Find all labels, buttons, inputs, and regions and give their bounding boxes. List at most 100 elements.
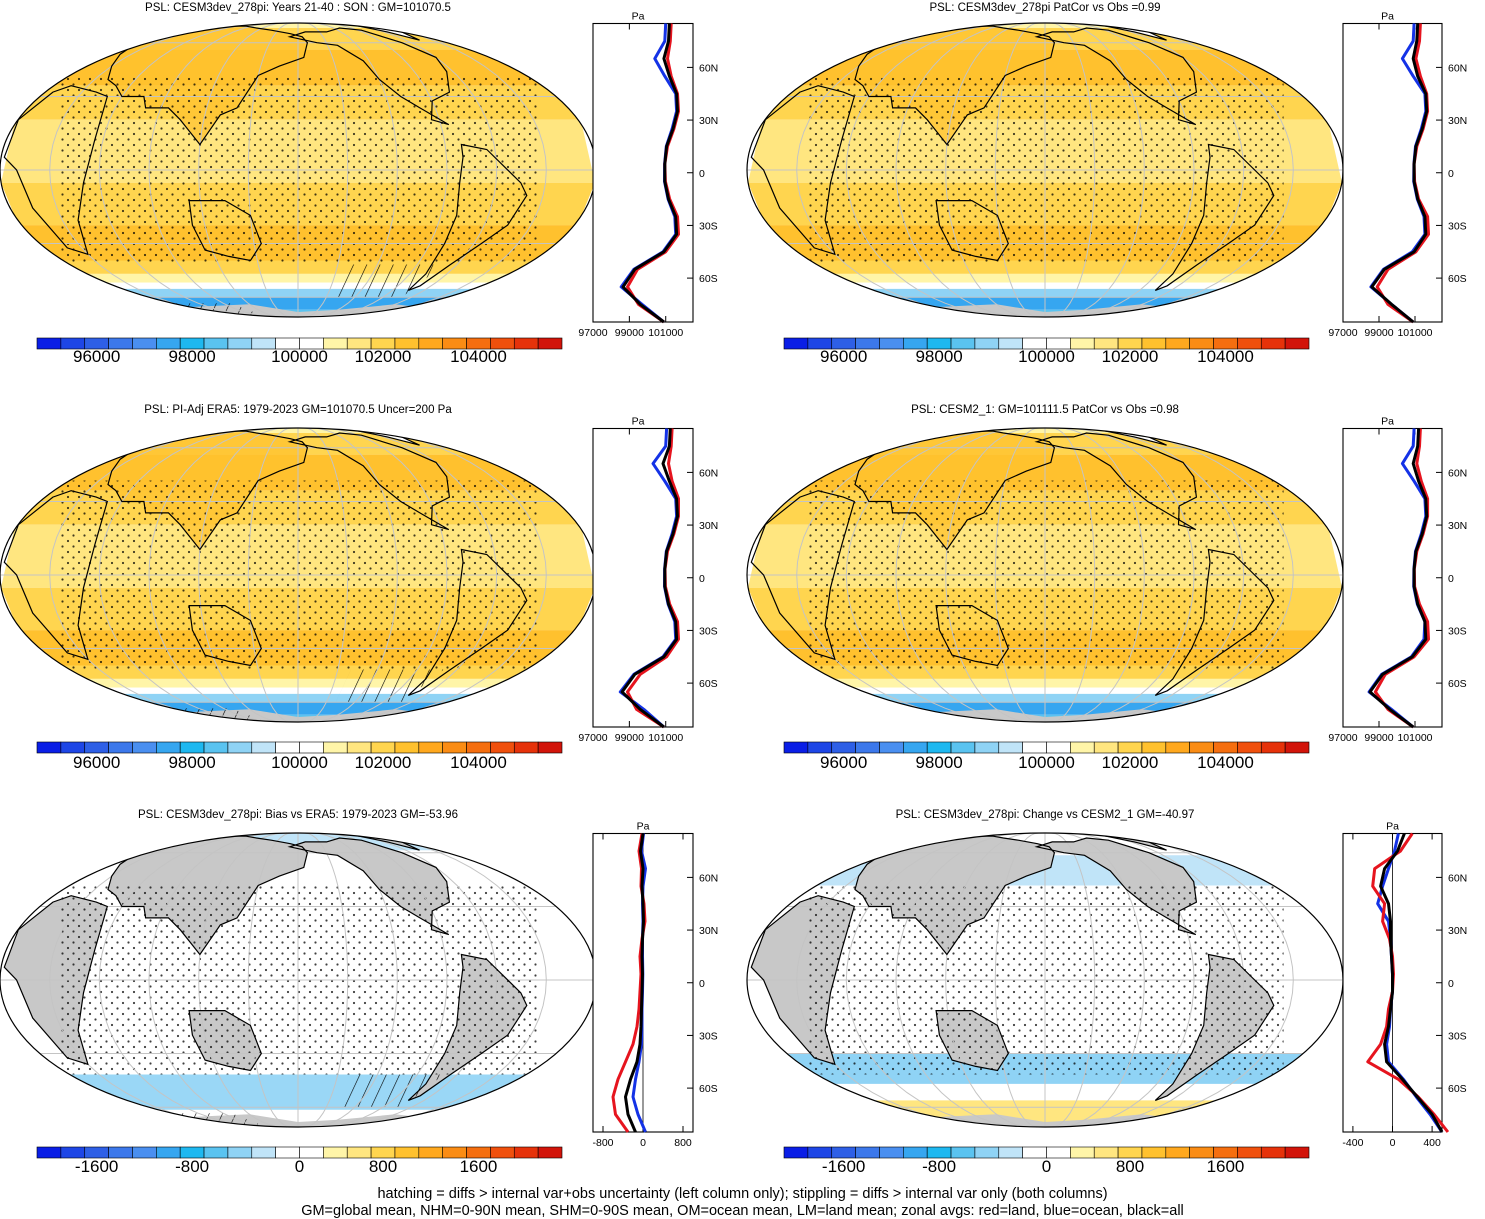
zonal-plot-5: Pa 60N 30N 0 30S 60S -400 0 400: [1342, 821, 1467, 1150]
colorbar-label: 100000: [1018, 347, 1075, 366]
colorbar-swatch: [299, 741, 324, 754]
colorbar-swatch: [1046, 741, 1071, 754]
colorbar-swatch: [879, 741, 904, 754]
namerica-coastline: [1034, 432, 1198, 531]
longitude-gridline: [148, 23, 280, 317]
longitude-gridline: [1069, 833, 1245, 1127]
zonal-frame: [1342, 22, 1443, 323]
colorbar-label: 98000: [915, 753, 962, 772]
colorbar-swatch: [466, 741, 491, 754]
colorbar-swatch: [418, 337, 443, 350]
colorbar-swatch: [1260, 1146, 1286, 1159]
value-label: 99000: [615, 327, 644, 339]
longitude-gridline: [49, 428, 267, 722]
value-label: 99000: [1364, 732, 1393, 744]
colorbar-label: -800: [922, 1157, 956, 1176]
longitude-gridline: [994, 428, 1039, 722]
zonal-unit: Pa: [1381, 416, 1394, 428]
longitude-gridline: [796, 833, 1014, 1127]
longitude-gridline: [148, 833, 280, 1127]
colorbar-swatch: [370, 741, 396, 754]
colorbar-swatch: [513, 741, 539, 754]
namerica-coastline: [287, 837, 451, 936]
colorbar-swatch: [1260, 741, 1286, 754]
lat-label: 0: [1448, 978, 1454, 990]
lat-label: 60N: [1448, 467, 1467, 479]
zonal-unit: Pa: [1381, 11, 1394, 23]
map-5: [747, 833, 1343, 1127]
colorbar-swatch: [1165, 1146, 1190, 1159]
colorbar-swatch: [203, 741, 229, 754]
longitude-gridline: [247, 428, 292, 722]
colorbar-swatch: [442, 741, 467, 754]
colorbar-label: 96000: [820, 753, 867, 772]
longitude-gridline: [1057, 428, 1145, 722]
lat-label: 60N: [699, 467, 718, 479]
panel-5: PSL: CESM3dev_278pi: Change vs CESM2_1 G…: [746, 809, 1467, 1150]
lat-label: 30N: [699, 520, 718, 532]
colorbar-swatch: [132, 741, 157, 754]
value-label: 97000: [1328, 732, 1357, 744]
colorbar-label: 98000: [915, 347, 962, 366]
lat-label: 60S: [1448, 678, 1467, 690]
africa-coastline: [3, 490, 109, 661]
colorbar-label: 104000: [450, 347, 507, 366]
value-label: 101000: [648, 327, 683, 339]
colorbar-swatch: [108, 741, 133, 754]
zonal-black-line: [1368, 428, 1429, 729]
colorbar-swatch: [537, 337, 563, 350]
longitude-gridline: [304, 23, 349, 317]
colorbar-swatch: [807, 741, 833, 754]
longitude-gridline: [895, 428, 1027, 722]
zonal-frame: [592, 427, 694, 728]
panel-title: PSL: CESM2_1: GM=101111.5 PatCor vs Obs …: [911, 404, 1179, 416]
colorbar-swatch: [1284, 741, 1310, 754]
samerica-coastline: [407, 548, 528, 696]
hatching-antarctic: [164, 1113, 261, 1125]
colorbar-swatch: [903, 741, 928, 754]
colorbar-swatch: [346, 1146, 372, 1159]
colorbar-label: 1600: [460, 1157, 498, 1176]
lat-label: 30S: [699, 625, 718, 637]
namerica-coastline: [1034, 27, 1198, 126]
namerica-coastline: [1034, 837, 1198, 936]
longitude-gridline: [316, 833, 448, 1127]
hatching-pacific: [335, 669, 444, 703]
lat-label: 30S: [1448, 220, 1467, 232]
colorbar-swatch: [84, 741, 109, 754]
longitude-gridline: [98, 23, 274, 317]
colorbar-swatch: [132, 337, 157, 350]
colorbar-label: -1600: [822, 1157, 865, 1176]
longitude-gridline: [845, 23, 1021, 317]
longitude-gridline: [304, 833, 349, 1127]
colorbar-label: 0: [295, 1157, 304, 1176]
africa-coastline: [3, 85, 109, 256]
value-label: 97000: [578, 732, 607, 744]
longitude-gridline: [148, 428, 280, 722]
longitude-gridline: [1076, 428, 1294, 722]
value-label: 0: [640, 1137, 646, 1149]
hatching-pacific: [335, 1074, 444, 1108]
africa-coastline: [750, 85, 856, 256]
longitude-gridline: [1057, 23, 1145, 317]
colorbar-label: 800: [1116, 1157, 1144, 1176]
panel-title: PSL: PI-Adj ERA5: 1979-2023 GM=101070.5 …: [144, 404, 452, 416]
hatching-antarctic: [164, 303, 261, 315]
longitude-gridline: [198, 23, 286, 317]
colorbar-swatch: [1070, 1146, 1095, 1159]
colorbar-swatch: [60, 741, 86, 754]
colorbar-swatch: [1165, 741, 1190, 754]
lat-label: 60N: [1448, 62, 1467, 74]
panel-1: PSL: CESM3dev_278pi PatCor vs Obs =0.99 P…: [746, 2, 1467, 339]
value-label: 0: [1390, 1137, 1396, 1149]
longitude-gridline: [198, 428, 286, 722]
colorbar-label: 100000: [1018, 753, 1075, 772]
colorbar-swatch: [132, 1146, 157, 1159]
colorbar-diff: -1600 -800 0 800 1600: [783, 1146, 1310, 1176]
colorbar-swatch: [490, 741, 515, 754]
australia-coastline: [188, 1010, 262, 1072]
zonal-plot-4: Pa 60N 30N 0 30S 60S -800 0 800: [592, 821, 718, 1149]
lat-label: 0: [1448, 573, 1454, 585]
colorbar-swatch: [1284, 1146, 1310, 1159]
longitude-gridline: [1051, 428, 1096, 722]
